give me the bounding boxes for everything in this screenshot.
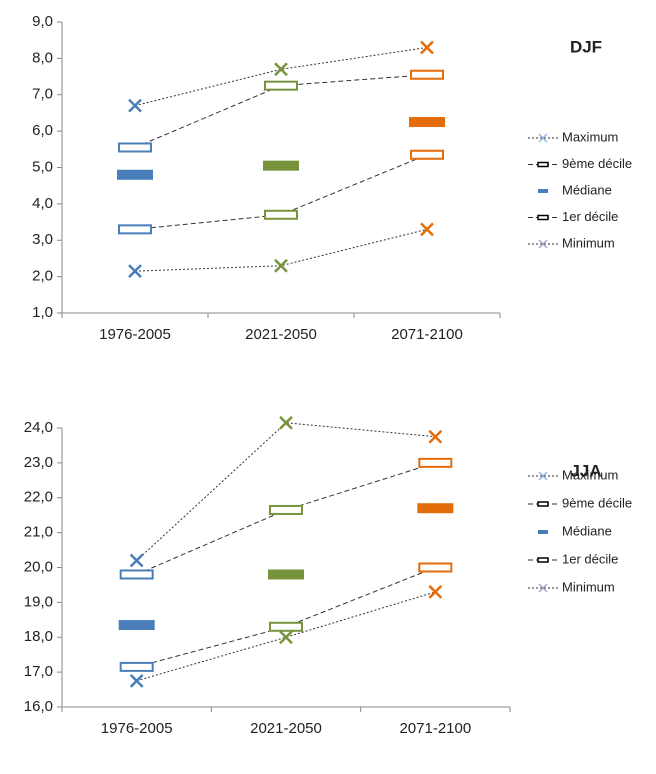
series-line <box>136 422 436 561</box>
decile-marker <box>119 569 154 580</box>
y-tick-label: 18,0 <box>24 628 53 645</box>
decile-marker <box>119 661 154 672</box>
x-tick-label: 2071-2100 <box>399 720 471 737</box>
chart-title: JJA <box>570 461 601 480</box>
series-line <box>134 228 428 272</box>
decile-marker <box>118 142 152 153</box>
cross-marker <box>129 673 144 688</box>
decile-marker <box>118 224 152 235</box>
y-tick-label: 5,0 <box>32 158 53 175</box>
y-tick-label: 3,0 <box>32 231 53 248</box>
legend-marker <box>538 471 548 481</box>
median-marker <box>268 569 304 580</box>
x-tick-label: 1976-2005 <box>99 326 171 343</box>
x-tick-label: 1976-2005 <box>101 720 173 737</box>
legend-text: Maximum <box>562 129 618 144</box>
y-tick-label: 6,0 <box>32 122 53 139</box>
legend-text: Médiane <box>562 182 612 197</box>
cross-marker <box>274 258 288 273</box>
median-marker <box>118 620 155 631</box>
y-tick-label: 1,0 <box>32 304 53 321</box>
y-tick-label: 24,0 <box>24 419 53 436</box>
x-tick-label: 2021-2050 <box>245 326 317 343</box>
decile-marker <box>269 621 303 632</box>
legend-marker <box>537 501 549 507</box>
median-marker <box>409 117 445 128</box>
y-tick-label: 8,0 <box>32 49 53 66</box>
legend-text: Médiane <box>562 523 612 538</box>
legend-text: 9ème décile <box>562 495 632 510</box>
y-tick-label: 21,0 <box>24 524 53 541</box>
legend-marker <box>537 161 549 168</box>
cross-marker <box>420 40 434 55</box>
y-tick-label: 16,0 <box>24 698 53 715</box>
cross-marker <box>274 62 288 77</box>
cross-marker <box>128 264 142 279</box>
decile-marker <box>418 457 453 468</box>
decile-marker <box>410 69 444 80</box>
cross-marker <box>420 222 434 237</box>
cross-marker <box>128 98 142 113</box>
y-tick-label: 9,0 <box>32 13 53 30</box>
median-marker <box>263 160 299 171</box>
decile-marker <box>410 149 444 160</box>
legend-marker <box>538 239 548 249</box>
legend-marker <box>538 189 548 193</box>
x-tick-label: 2071-2100 <box>391 326 463 343</box>
cross-marker <box>279 630 293 645</box>
decile-marker <box>269 504 303 515</box>
median-marker <box>117 169 153 180</box>
cross-marker <box>428 585 443 599</box>
legend-text: Maximum <box>562 467 618 482</box>
y-tick-label: 22,0 <box>24 489 53 506</box>
cross-marker <box>428 429 443 444</box>
legend-text: 1er décile <box>562 209 618 224</box>
series-line <box>134 74 428 148</box>
x-tick-label: 2021-2050 <box>250 720 322 737</box>
median-marker <box>417 503 454 514</box>
cross-marker <box>279 415 293 430</box>
y-tick-label: 7,0 <box>32 86 53 103</box>
legend-marker <box>538 583 548 593</box>
y-tick-label: 4,0 <box>32 195 53 212</box>
legend-marker <box>537 557 549 563</box>
legend-text: Minimum <box>562 579 615 594</box>
y-tick-label: 17,0 <box>24 663 53 680</box>
legend-marker <box>538 530 548 534</box>
legend-text: 1er décile <box>562 551 618 566</box>
series-line <box>136 567 436 668</box>
cross-marker <box>129 553 144 568</box>
y-tick-label: 19,0 <box>24 593 53 610</box>
series-line <box>134 46 428 107</box>
legend-text: 9ème décile <box>562 156 632 171</box>
decile-marker <box>264 209 298 220</box>
y-tick-label: 20,0 <box>24 558 53 575</box>
decile-marker <box>264 80 298 91</box>
y-tick-label: 2,0 <box>32 268 53 285</box>
legend-marker <box>538 133 548 143</box>
legend-marker <box>537 214 549 221</box>
legend-text: Minimum <box>562 235 615 250</box>
y-tick-label: 23,0 <box>24 454 53 471</box>
decile-marker <box>418 562 453 573</box>
chart-title: DJF <box>570 37 602 56</box>
